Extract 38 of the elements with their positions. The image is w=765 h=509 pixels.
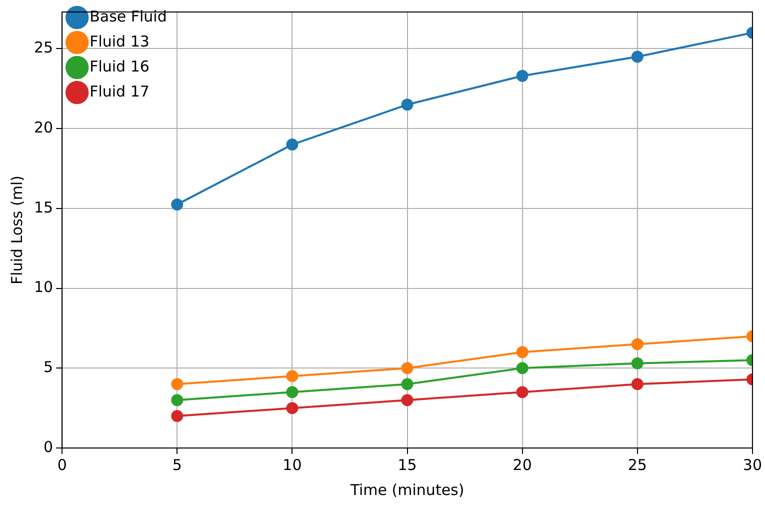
- x-tick-label: 30: [742, 456, 762, 474]
- x-tick-label: 10: [282, 456, 302, 474]
- point: [516, 346, 528, 358]
- point: [516, 70, 528, 82]
- point: [286, 370, 298, 382]
- x-tick-label: 5: [172, 456, 182, 474]
- point: [401, 378, 414, 390]
- point: [401, 394, 414, 406]
- point: [171, 378, 184, 390]
- point: [171, 410, 184, 422]
- point: [516, 362, 528, 374]
- point: [171, 394, 184, 406]
- point: [171, 198, 184, 210]
- x-tick-label: 15: [398, 456, 417, 474]
- point: [286, 138, 298, 151]
- y-tick-label: 10: [34, 278, 54, 296]
- x-tick-label: 20: [512, 456, 532, 474]
- point: [516, 386, 528, 398]
- y-tick-label: 15: [34, 198, 54, 216]
- y-tick-label: 5: [44, 358, 54, 376]
- y-tick-label: 25: [34, 38, 54, 57]
- x-axis-title: Time (minutes): [349, 480, 464, 499]
- legend-label: Fluid 16: [90, 57, 150, 76]
- point: [631, 338, 644, 350]
- y-tick-label: 0: [44, 438, 54, 456]
- point: [631, 378, 644, 390]
- point: [401, 98, 414, 111]
- legend-label: Fluid 13: [90, 32, 150, 50]
- y-axis-title: Fluid Loss (ml): [8, 176, 26, 284]
- y-tick-label: 20: [34, 118, 54, 136]
- x-tick-label: 25: [628, 456, 647, 474]
- point: [286, 386, 298, 398]
- point: [401, 362, 414, 374]
- point: [631, 357, 644, 370]
- point: [631, 50, 644, 63]
- point: [286, 402, 298, 414]
- x-tick-label: 0: [57, 456, 67, 474]
- legend-label: Fluid 17: [90, 82, 150, 100]
